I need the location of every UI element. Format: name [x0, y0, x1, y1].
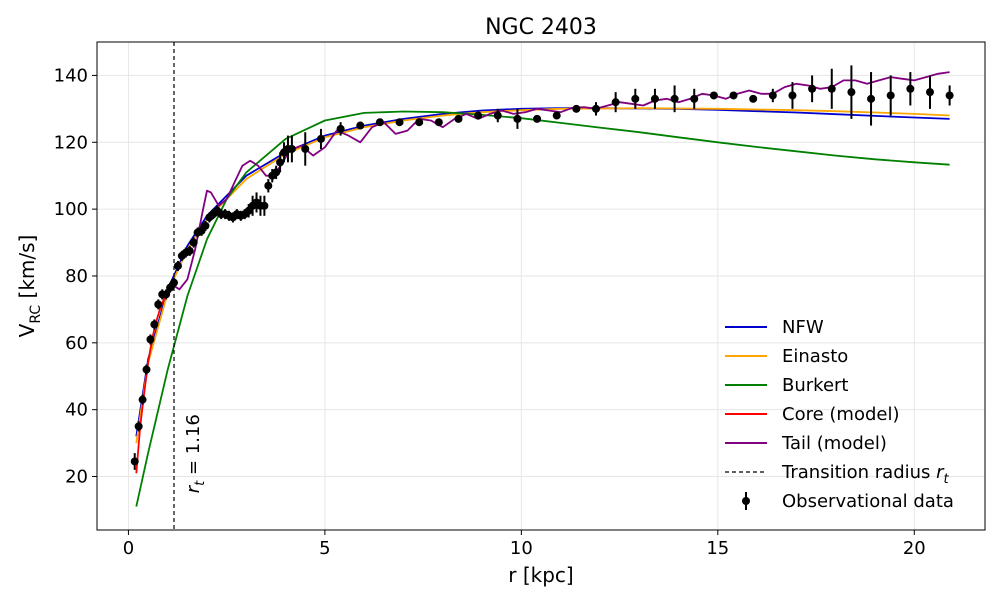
legend-entry-burkert: Burkert	[725, 375, 848, 396]
data-point	[886, 91, 895, 100]
x-tick-label: 5	[319, 538, 330, 559]
series-tail-model	[173, 71, 950, 291]
legend-entry-nfw: NFW	[725, 317, 824, 338]
data-point	[945, 91, 954, 100]
y-tick-label: 60	[65, 333, 88, 354]
legend-label: Transition radius rt	[781, 462, 950, 487]
legend-label: Tail (model)	[781, 433, 887, 454]
y-tick-label: 100	[54, 199, 88, 220]
data-point	[631, 94, 640, 103]
x-tick-label: 10	[510, 538, 533, 559]
data-point	[572, 104, 581, 113]
plot-frame	[96, 41, 986, 531]
x-tick-label: 0	[123, 538, 134, 559]
data-point	[142, 365, 151, 374]
y-tick-label: 40	[65, 400, 88, 421]
data-point	[356, 121, 365, 130]
legend-entry-einasto: Einasto	[725, 346, 848, 367]
data-point	[474, 111, 483, 120]
data-point	[173, 261, 182, 270]
data-point	[138, 395, 147, 404]
legend: NFW Einasto Burkert Core (model) Tail (model…	[725, 317, 954, 512]
data-point	[454, 114, 463, 123]
data-point	[185, 246, 194, 255]
y-tick-label: 80	[65, 266, 88, 287]
data-point	[301, 144, 310, 153]
data-point	[867, 94, 876, 103]
data-point	[709, 91, 718, 100]
data-point	[162, 290, 171, 299]
x-tick-label: 15	[706, 538, 729, 559]
data-point	[434, 118, 443, 127]
data-point	[146, 335, 155, 344]
data-point	[154, 300, 163, 309]
data-point	[276, 158, 285, 167]
data-point	[395, 118, 404, 127]
y-tick-label: 120	[54, 132, 88, 153]
data-point	[336, 124, 345, 133]
y-tick-label: 140	[54, 65, 88, 86]
data-point	[189, 238, 198, 247]
data-point	[670, 94, 679, 103]
transition-radius-label: rt = 1.16	[183, 414, 208, 493]
legend-entry-transition: Transition radius rt	[725, 462, 950, 487]
y-axis-label: VRC [km/s]	[15, 235, 44, 338]
data-point	[513, 114, 522, 123]
legend-label: Einasto	[782, 346, 848, 367]
data-point	[808, 84, 817, 93]
data-point	[316, 134, 325, 143]
data-point	[287, 144, 296, 153]
legend-label: Core (model)	[782, 404, 899, 425]
data-point	[592, 104, 601, 113]
series-burkert	[135, 110, 950, 507]
chart-title: NGC 2403	[485, 15, 597, 40]
data-point	[788, 91, 797, 100]
legend-label: NFW	[782, 317, 824, 338]
data-point	[130, 457, 139, 466]
data-point	[134, 422, 143, 431]
data-point	[768, 91, 777, 100]
data-point	[729, 91, 738, 100]
data-point	[415, 118, 424, 127]
series-core-model	[135, 282, 175, 474]
data-point	[150, 320, 159, 329]
x-tick-label: 20	[903, 538, 926, 559]
x-axis-ticks: 0 5 10 15 20	[123, 530, 926, 559]
data-point	[260, 201, 269, 210]
data-point	[827, 84, 836, 93]
data-point	[272, 168, 281, 177]
data-point	[264, 181, 273, 190]
legend-entry-core: Core (model)	[725, 404, 899, 425]
legend-entry-tail: Tail (model)	[725, 433, 887, 454]
data-point	[375, 118, 384, 127]
data-point	[552, 111, 561, 120]
legend-swatch	[742, 497, 750, 505]
data-point	[533, 114, 542, 123]
observational-data	[130, 65, 954, 470]
data-point	[170, 278, 179, 287]
x-axis-label: r [kpc]	[508, 563, 573, 587]
legend-entry-observations: Observational data	[742, 491, 954, 512]
data-point	[749, 94, 758, 103]
legend-label: Observational data	[782, 491, 954, 512]
grid	[97, 42, 985, 530]
data-point	[611, 98, 620, 107]
y-tick-label: 20	[65, 467, 88, 488]
data-point	[847, 88, 856, 97]
y-axis-ticks: 20 40 60 80 100 120 140	[54, 65, 97, 488]
data-point	[906, 84, 915, 93]
legend-label: Burkert	[782, 375, 848, 396]
data-point	[925, 88, 934, 97]
data-point	[690, 94, 699, 103]
data-point	[201, 221, 210, 230]
data-point	[650, 94, 659, 103]
data-point	[493, 111, 502, 120]
